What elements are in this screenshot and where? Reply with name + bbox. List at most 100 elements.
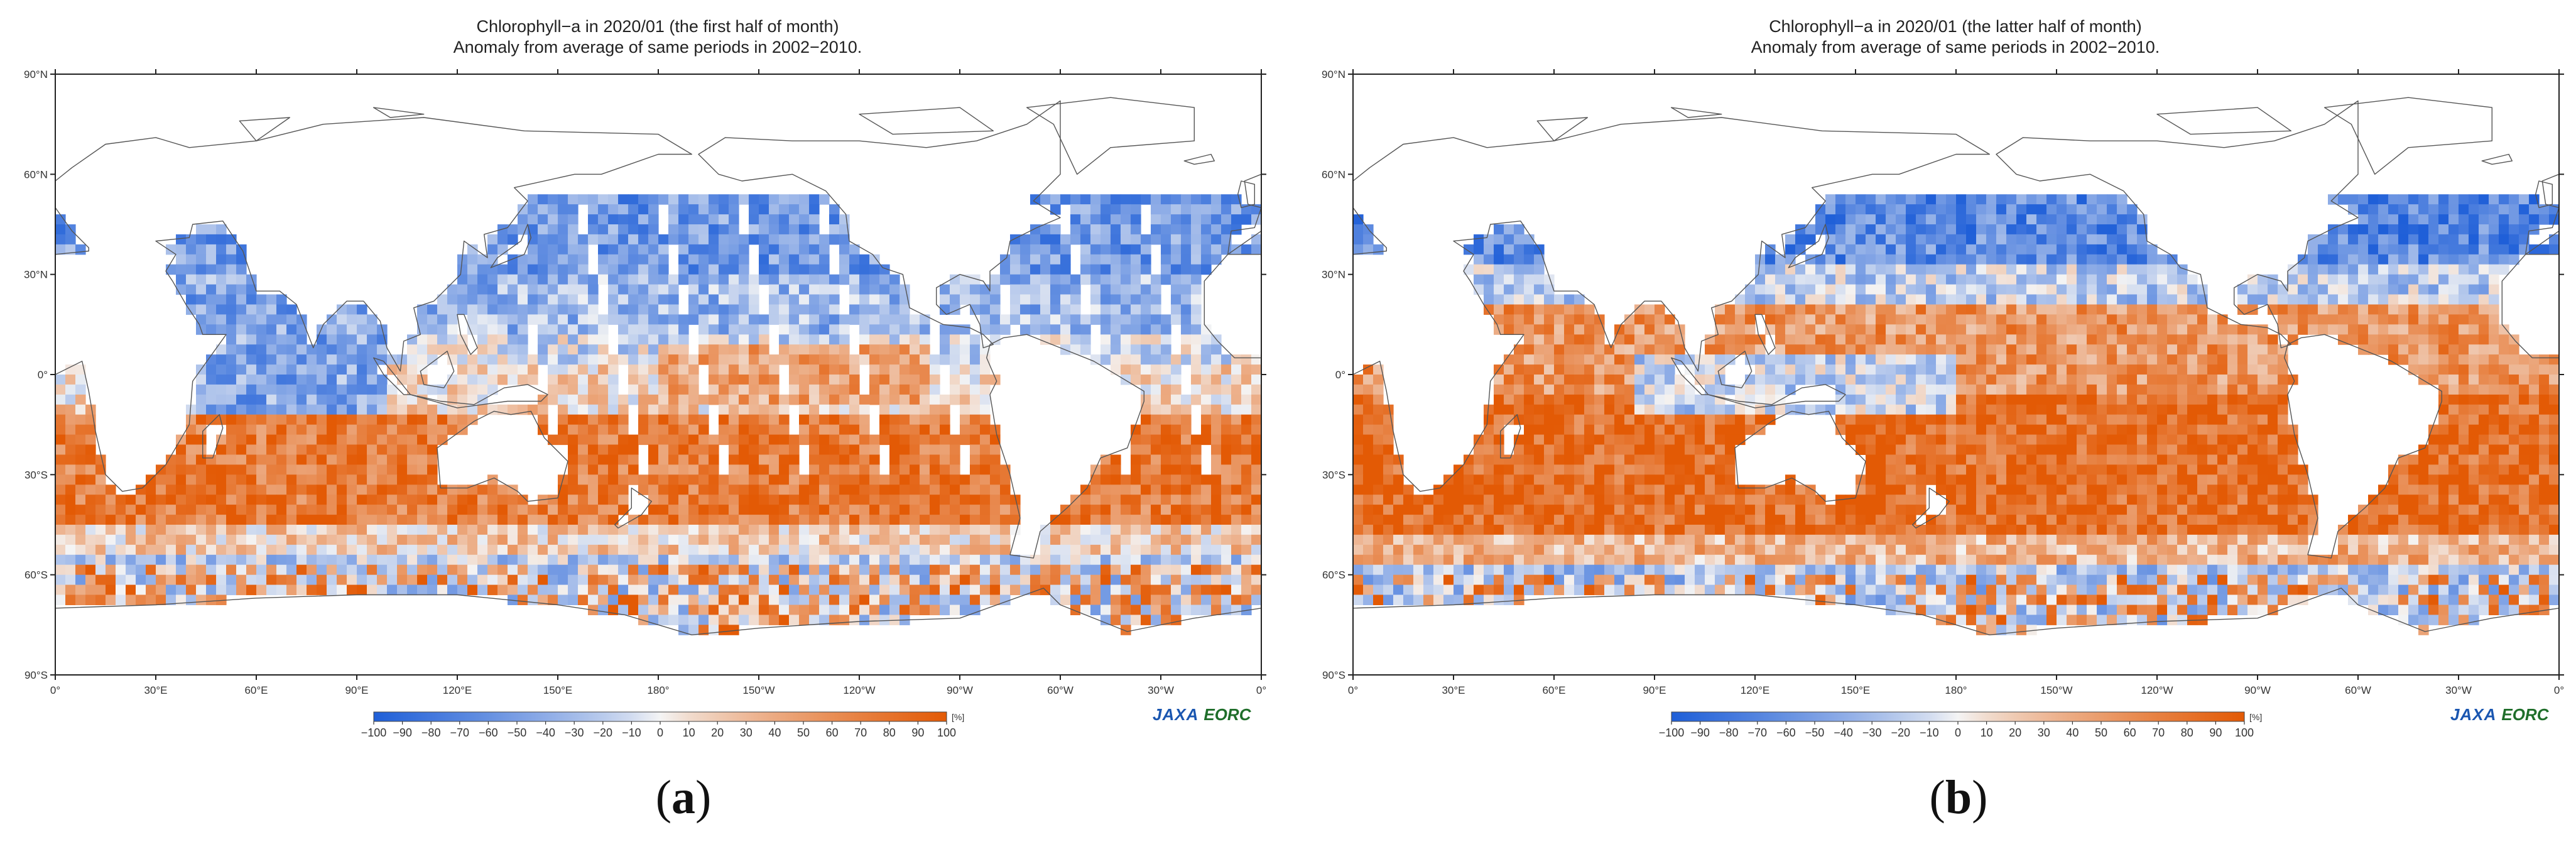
colorbar-unit: [%] — [2249, 712, 2262, 722]
panel-label: (b) — [1896, 770, 2021, 825]
lon-tick-label: 0° — [2554, 684, 2564, 696]
colorbar — [373, 711, 947, 722]
panel-label-open: ( — [1929, 771, 1945, 824]
colorbar-tick-label: 100 — [937, 726, 956, 739]
lon-tick-label: 30°W — [1148, 684, 1174, 696]
panel-label-close: ) — [1972, 771, 1988, 824]
lon-tick-label: 60°E — [1542, 684, 1565, 696]
panel-label-letter: a — [671, 771, 695, 824]
colorbar-tick-label: 40 — [768, 726, 781, 739]
lat-tick-label: 60°N — [1322, 168, 1345, 180]
colorbar-unit: [%] — [952, 712, 964, 722]
lat-tick-label: 30°N — [24, 269, 48, 281]
lon-tick-label: 150°W — [2040, 684, 2072, 696]
lon-tick-label: 30°W — [2445, 684, 2472, 696]
colorbar-tick-label: 60 — [826, 726, 839, 739]
lon-tick-label: 120°W — [843, 684, 875, 696]
lat-tick-label: 30°S — [1322, 469, 1345, 481]
lon-tick-label: 150°E — [543, 684, 573, 696]
lat-tick-label: 60°S — [1322, 569, 1345, 581]
title-line-2: Anomaly from average of same periods in … — [1751, 38, 2160, 57]
eorc-logo-text: EORC — [2501, 705, 2549, 724]
lon-tick-label: 0° — [1348, 684, 1358, 696]
coastlines — [1352, 97, 2560, 676]
colorbar-tick-label: −10 — [622, 726, 641, 739]
lon-tick-label: 60°W — [1047, 684, 1073, 696]
panel-label: (a) — [621, 770, 746, 825]
colorbar-tick-label: −60 — [479, 726, 498, 739]
colorbar-tick-label: 20 — [711, 726, 724, 739]
lon-tick-label: 180° — [647, 684, 669, 696]
panel-b: Chlorophyll−a in 2020/01 (the latter hal… — [1298, 0, 2576, 854]
colorbar-tick-label: 80 — [883, 726, 896, 739]
jaxa-eorc-logo: JAXA EORC — [2450, 705, 2548, 725]
colorbar-tick-label: −20 — [1891, 726, 1911, 739]
lat-tick-label: 90°S — [1322, 669, 1345, 681]
lat-tick-label: 60°N — [24, 168, 48, 180]
colorbar-tick-label: 50 — [797, 726, 810, 739]
anomaly-map: 90°N60°N30°N0°30°S60°S90°S0° 30°E 60°E 90°E… — [1322, 68, 2564, 739]
lon-tick-label: 120°W — [2141, 684, 2173, 696]
lon-tick-label: 30°E — [1442, 684, 1465, 696]
colorbar-tick-label: −50 — [1805, 726, 1825, 739]
colorbar-tick-label: 30 — [740, 726, 753, 739]
lon-tick-label: 90°W — [2244, 684, 2271, 696]
lon-tick-label: 60°E — [244, 684, 268, 696]
anomaly-map: 90°N60°N30°N0°30°S60°S90°S0° 30°E 60°E 90°E… — [24, 68, 1266, 739]
lat-tick-label: 30°S — [24, 469, 48, 481]
colorbar-tick-label: 40 — [2066, 726, 2079, 739]
colorbar-tick-label: −90 — [1690, 726, 1710, 739]
lon-tick-label: 150°E — [1841, 684, 1871, 696]
lat-tick-label: 90°S — [24, 669, 48, 681]
colorbar — [1671, 711, 2245, 722]
colorbar-tick-label: −90 — [393, 726, 412, 739]
colorbar-tick-label: −60 — [1776, 726, 1796, 739]
lon-tick-label: 0° — [50, 684, 60, 696]
colorbar-tick-label: −100 — [1659, 726, 1685, 739]
lat-tick-label: 60°S — [24, 569, 48, 581]
colorbar-tick-label: −20 — [594, 726, 613, 739]
lon-tick-label: 0° — [1256, 684, 1266, 696]
colorbar-tick-label: 100 — [2235, 726, 2254, 739]
anomaly-field — [1353, 194, 2560, 635]
colorbar-tick-label: −50 — [508, 726, 527, 739]
jaxa-eorc-logo: JAXA EORC — [1153, 705, 1251, 725]
eorc-logo-text: EORC — [1204, 705, 1251, 724]
lat-tick-label: 0° — [1335, 369, 1345, 381]
colorbar-tick-label: −80 — [1719, 726, 1739, 739]
lat-tick-label: 0° — [38, 369, 48, 381]
title-line-2: Anomaly from average of same periods in … — [453, 38, 862, 57]
colorbar-tick-label: 70 — [854, 726, 867, 739]
lon-tick-label: 90°E — [1643, 684, 1666, 696]
colorbar-tick-label: 0 — [657, 726, 663, 739]
colorbar-tick-label: −10 — [1920, 726, 1939, 739]
colorbar-tick-label: 50 — [2095, 726, 2107, 739]
colorbar-tick-label: −30 — [1862, 726, 1882, 739]
colorbar-tick-label: −100 — [361, 726, 387, 739]
panel-label-open: ( — [655, 771, 671, 824]
colorbar-tick-label: 80 — [2181, 726, 2193, 739]
panel-label-close: ) — [695, 771, 712, 824]
jaxa-logo-text: JAXA — [2450, 705, 2497, 724]
colorbar-tick-label: −30 — [565, 726, 584, 739]
map-title: Chlorophyll−a in 2020/01 (the first half… — [52, 16, 1264, 58]
lon-tick-label: 120°E — [443, 684, 472, 696]
colorbar-tick-label: −80 — [421, 726, 441, 739]
lon-tick-label: 90°W — [947, 684, 973, 696]
jaxa-logo-text: JAXA — [1153, 705, 1199, 724]
colorbar-tick-label: 10 — [1981, 726, 1993, 739]
colorbar-tick-label: 0 — [1955, 726, 1961, 739]
lon-tick-label: 60°W — [2345, 684, 2371, 696]
colorbar-tick-label: 20 — [2009, 726, 2021, 739]
lat-tick-label: 90°N — [24, 68, 48, 80]
panel-label-letter: b — [1945, 771, 1972, 824]
title-line-1: Chlorophyll−a in 2020/01 (the first half… — [476, 17, 839, 36]
map-title: Chlorophyll−a in 2020/01 (the latter hal… — [1349, 16, 2562, 58]
colorbar-tick-label: 90 — [911, 726, 924, 739]
colorbar-tick-label: 30 — [2038, 726, 2050, 739]
colorbar-tick-label: −40 — [536, 726, 555, 739]
colorbar-tick-label: −40 — [1834, 726, 1853, 739]
colorbar-tick-label: 90 — [2209, 726, 2222, 739]
title-line-1: Chlorophyll−a in 2020/01 (the latter hal… — [1769, 17, 2142, 36]
lon-tick-label: 180° — [1945, 684, 1967, 696]
